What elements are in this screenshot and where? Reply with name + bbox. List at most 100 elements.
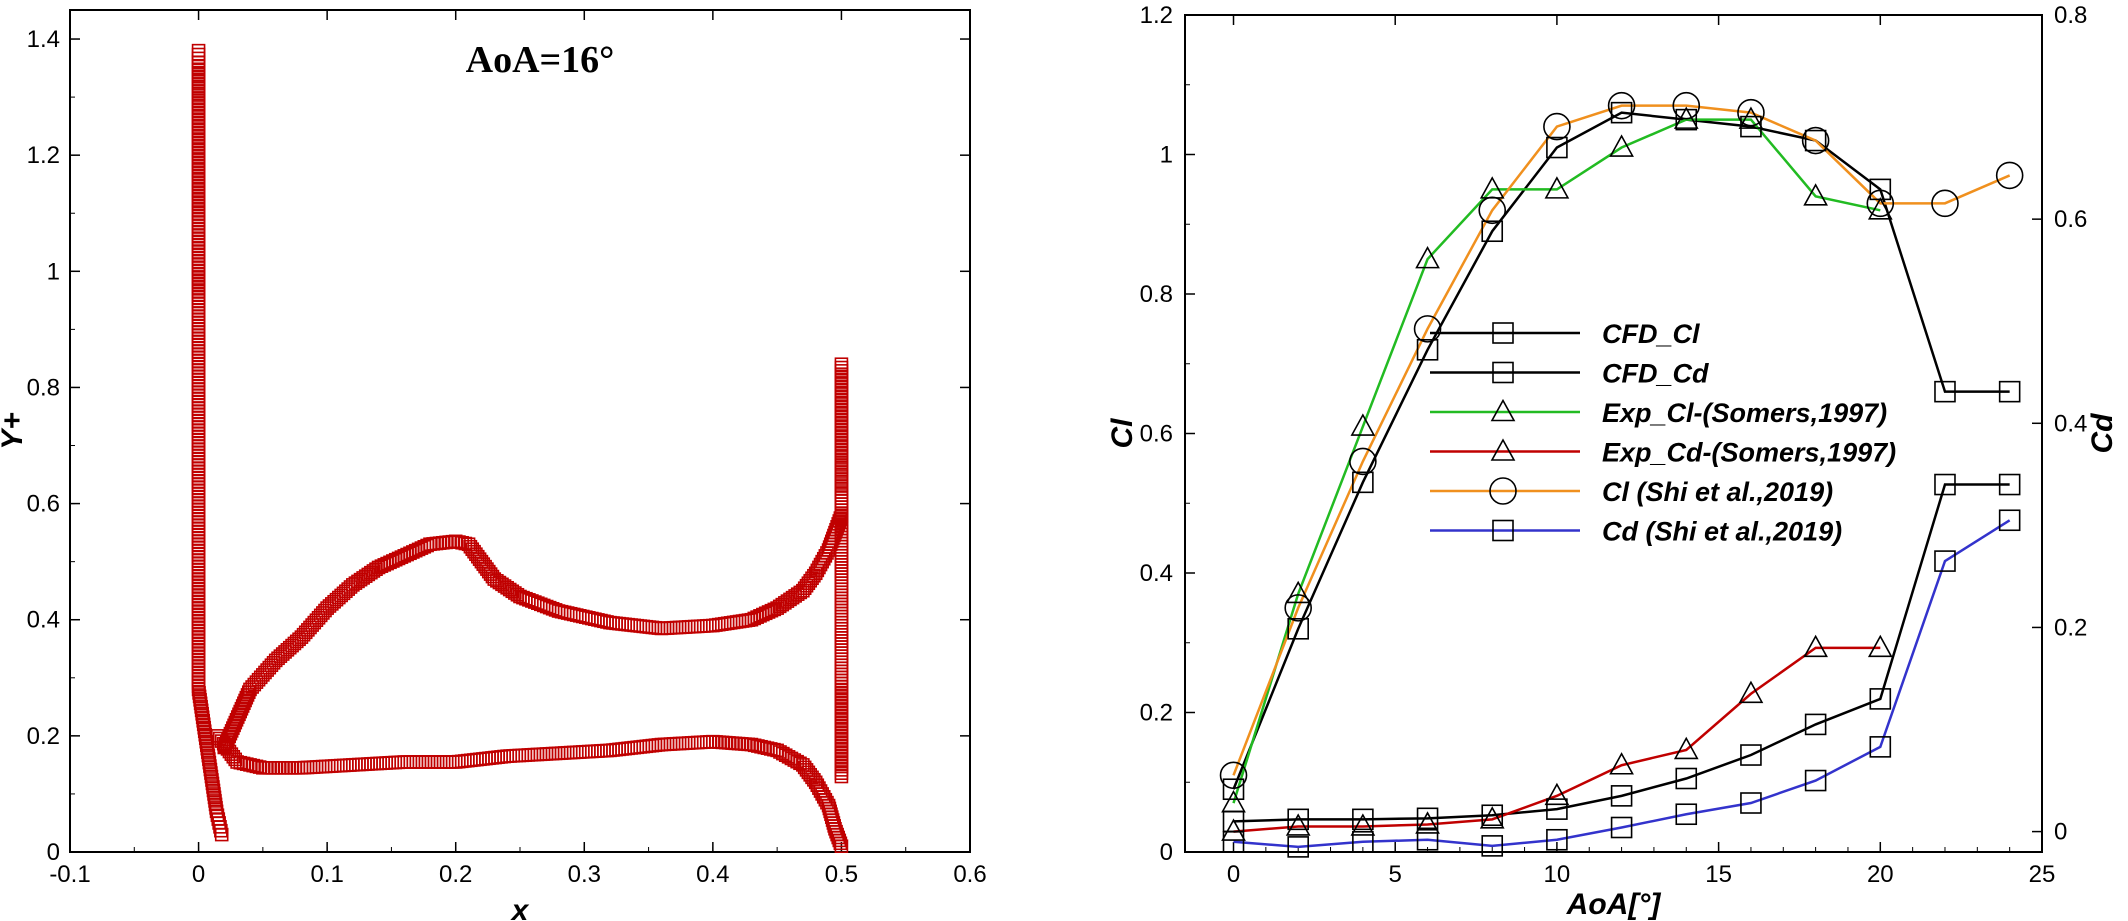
x-tick-label: 0.6	[953, 861, 986, 888]
series-point	[1738, 106, 1764, 129]
series-point	[1740, 792, 1762, 814]
series-point	[1737, 98, 1765, 127]
series-point	[1738, 680, 1764, 704]
y-tick-label: 0.4	[27, 607, 60, 634]
x-tick-label: 0.4	[696, 861, 729, 888]
series-point	[1803, 634, 1828, 658]
series-point	[1672, 91, 1701, 120]
x-tick-label: -0.1	[49, 861, 90, 888]
legend-label: CFD_Cd	[1602, 359, 1709, 389]
yplus-point	[834, 769, 849, 784]
x-tick-label: 0.2	[439, 861, 472, 888]
y-right-tick-label: 0	[2054, 819, 2067, 846]
series-point	[1546, 798, 1568, 820]
x-tick-label: 15	[1705, 861, 1732, 888]
series-point	[1934, 550, 1956, 572]
series-point	[1544, 782, 1570, 806]
series-point	[1543, 112, 1571, 141]
series-line	[1233, 646, 1881, 833]
legend-marker	[1490, 438, 1516, 461]
series-point	[1804, 129, 1827, 152]
series-point	[1413, 315, 1442, 343]
series-point	[1610, 101, 1633, 124]
x-tick-label: 0.3	[568, 861, 601, 888]
yplus-point	[833, 836, 848, 851]
series-point	[1352, 830, 1374, 853]
yplus-plot: -0.1 0 0.1 0.2 0.3 0.4 0.5 0.600.20.40.60.811.2…	[0, 9, 987, 921]
series-point	[1479, 806, 1505, 829]
legend-label: CFD_Cl	[1602, 319, 1700, 349]
legend-label: Exp_Cd-(Somers,1997)	[1602, 438, 1896, 468]
y-tick-label: 0.8	[1140, 281, 1173, 308]
yplus-point	[191, 43, 206, 58]
y-tick-label: 1	[1160, 142, 1173, 169]
series-point	[1481, 220, 1504, 243]
series-point	[1349, 447, 1377, 476]
series-point	[1544, 176, 1570, 199]
legend-label: Cl (Shi et al.,2019)	[1602, 477, 1833, 507]
y-tick-label: 1.2	[27, 142, 60, 169]
series-point	[1610, 816, 1633, 839]
series-point	[1998, 380, 2021, 403]
x-tick-label: 10	[1544, 861, 1571, 888]
series-point	[1740, 744, 1762, 766]
series-point	[1416, 828, 1439, 851]
x-tick-label: 0	[1227, 861, 1240, 888]
x-tick-label: 5	[1389, 861, 1402, 888]
lift-drag-plot: 0 5 10 15 20 25 0 0.2 0.4 0.6 0.8 1 1.2 0 0.2 0.4 0.6 0.8…	[1106, 2, 2119, 921]
y-right-tick-label: 0.4	[2054, 410, 2087, 437]
x-axis-label: x	[510, 894, 530, 921]
series-point	[1479, 176, 1505, 199]
aoa-annotation: AoA=16°	[466, 39, 615, 81]
series-point	[1546, 828, 1568, 851]
series-point	[1998, 509, 2021, 532]
y-tick-label: 0	[47, 839, 60, 866]
yplus-point	[834, 839, 849, 853]
series-point	[1221, 790, 1246, 813]
series-point	[1675, 767, 1698, 790]
series-point	[1803, 183, 1828, 206]
series-point	[1546, 136, 1568, 159]
y-right-tick-label: 0.2	[2054, 614, 2087, 641]
y-tick-label: 1.2	[1140, 2, 1173, 29]
series-point	[1609, 134, 1634, 157]
y-axis-label: Y+	[0, 412, 29, 450]
series-point	[1416, 338, 1439, 361]
legend-marker	[1492, 519, 1514, 542]
legend-marker	[1490, 398, 1516, 422]
series-point	[1285, 580, 1311, 604]
series-point	[1675, 803, 1698, 826]
y-right-tick-label: 0.6	[2054, 206, 2087, 233]
series-point	[1867, 634, 1893, 658]
y-tick-label: 0	[1160, 839, 1173, 866]
x-axis-label: AoA[°]	[1566, 888, 1662, 921]
series-point	[1866, 189, 1895, 218]
series-point	[1222, 778, 1245, 801]
series-point	[1995, 161, 2024, 190]
x-tick-label: 0.1	[310, 861, 343, 888]
y-right-tick-label: 0.8	[2054, 2, 2087, 29]
x-tick-label: 0.5	[825, 861, 858, 888]
y-right-axis-label: Cd	[2086, 413, 2119, 454]
series-point	[1609, 752, 1634, 775]
y-tick-label: 0.2	[27, 723, 60, 750]
series-point	[1352, 808, 1374, 831]
series-point	[1415, 811, 1440, 834]
y-tick-label: 0.6	[1140, 421, 1173, 448]
y-tick-label: 0.6	[27, 491, 60, 518]
series-point	[1867, 197, 1893, 220]
series-point	[1934, 473, 1956, 496]
series-point	[1804, 769, 1827, 792]
series-point	[1804, 713, 1827, 736]
series-point	[1287, 836, 1309, 858]
yplus-point	[214, 827, 229, 842]
yplus-point	[833, 511, 848, 525]
legend-marker	[1492, 322, 1514, 344]
x-tick-label: 0	[192, 861, 205, 888]
y-axis-label: Cl	[1106, 418, 1139, 449]
series-point	[1415, 245, 1440, 269]
y-tick-label: 1.4	[27, 26, 60, 53]
series-point	[1607, 91, 1636, 120]
legend-label: Exp_Cl-(Somers,1997)	[1602, 398, 1887, 428]
